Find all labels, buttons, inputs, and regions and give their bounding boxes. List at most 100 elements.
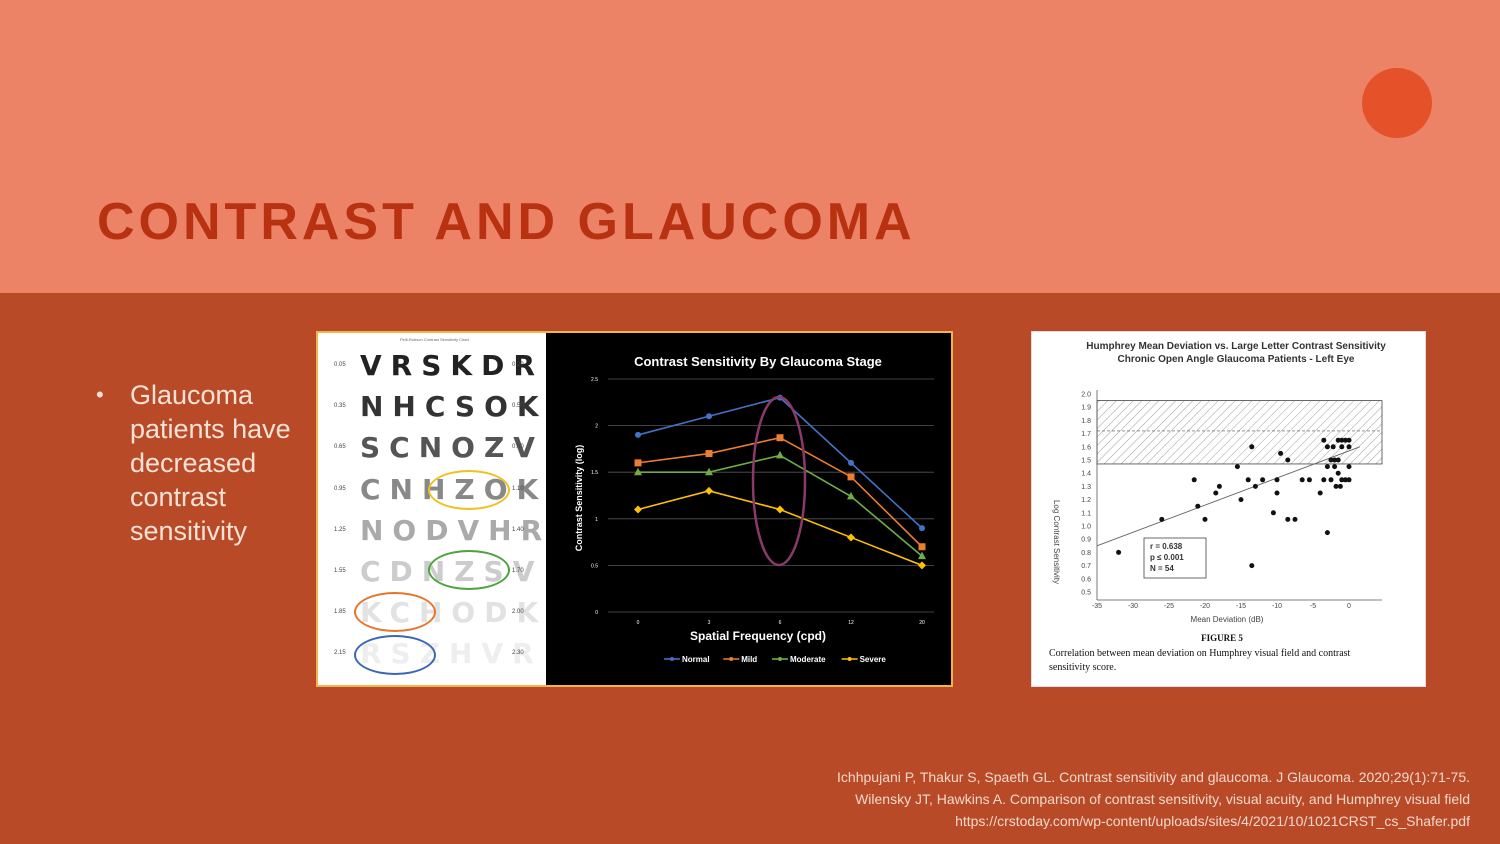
y-tick-label: 0.8 — [1081, 550, 1091, 557]
data-point — [1337, 483, 1343, 489]
eye-row-right-value: 2.00 — [512, 609, 524, 616]
combined-figure: Pelli-Robson Contrast Sensitivity Chart … — [316, 331, 953, 687]
data-point — [1342, 437, 1348, 443]
x-tick-label: 3 — [708, 620, 711, 626]
data-point — [1346, 437, 1352, 443]
data-point — [848, 459, 854, 466]
y-tick-label: 1 — [595, 517, 598, 523]
data-point — [1274, 477, 1280, 483]
data-point — [1346, 477, 1352, 483]
data-point — [1324, 530, 1330, 536]
series-line — [637, 490, 923, 567]
data-point — [847, 491, 855, 500]
data-point — [776, 505, 784, 514]
eye-row-right-value: 0.50 — [512, 403, 524, 410]
data-point — [1238, 497, 1244, 503]
data-point — [1252, 483, 1258, 489]
y-tick-label: 1.6 — [1081, 444, 1091, 451]
eye-chart-row: 1.25 NODVHR 1.40 — [318, 510, 546, 550]
x-tick-label: 0 — [637, 620, 640, 626]
eye-row-right-value: 1.40 — [512, 526, 524, 533]
eye-row-right-value: 1.70 — [512, 568, 524, 574]
data-point — [1346, 444, 1352, 450]
data-point — [1328, 477, 1334, 483]
x-axis-label: Mean Deviation (dB) — [1191, 615, 1264, 624]
x-tick-label: 0 — [1347, 603, 1351, 610]
highlight-ellipse — [428, 550, 510, 590]
data-point — [1245, 477, 1251, 483]
eye-row-letters: NODVHR — [360, 513, 552, 547]
eye-chart-row: 0.35 NHCSOK 0.50 — [318, 386, 546, 426]
reference-1: Ichhpujani P, Thakur S, Spaeth GL. Contr… — [837, 769, 1470, 785]
eye-row-letters: NHCSOK — [360, 390, 548, 424]
eye-row-letters: VRSKDR — [360, 349, 544, 382]
y-tick-label: 0.6 — [1081, 576, 1091, 583]
y-tick-label: 1.0 — [1081, 524, 1091, 531]
data-point — [1330, 444, 1336, 450]
highlight-ellipse — [354, 592, 436, 632]
x-tick-label: 12 — [848, 620, 854, 626]
y-axis-label: Contrast Sensitivity (log) — [574, 445, 584, 552]
highlight-ellipse — [354, 635, 436, 675]
data-point — [634, 467, 642, 476]
data-point — [706, 413, 712, 420]
eye-row-left-value: 0.05 — [334, 362, 346, 368]
data-point — [634, 459, 642, 467]
legend-marker — [670, 657, 674, 661]
data-point — [705, 450, 713, 458]
x-tick-label: -10 — [1272, 603, 1282, 610]
data-point — [1342, 477, 1348, 483]
bullet-item: Glaucoma patients have decreased contras… — [130, 380, 291, 546]
figure-caption: sensitivity score. — [1049, 662, 1116, 673]
eye-row-left-value: 0.35 — [334, 403, 346, 410]
data-point — [1333, 483, 1339, 489]
eye-chart-header: Pelli-Robson Contrast Sensitivity Chart — [400, 337, 469, 342]
accent-dot — [1362, 68, 1432, 138]
y-tick-label: 0 — [595, 610, 598, 616]
eye-row-right-value: 0.80 — [512, 444, 524, 451]
x-tick-label: -5 — [1310, 603, 1316, 610]
data-point — [918, 561, 926, 570]
data-point — [635, 431, 641, 438]
data-point — [1202, 516, 1208, 522]
data-point — [1285, 516, 1291, 522]
y-axis-label: Log Contrast Sensitivity — [1052, 500, 1061, 584]
data-point — [776, 434, 784, 442]
data-point — [1328, 457, 1334, 463]
y-tick-label: 1.2 — [1081, 497, 1091, 504]
y-tick-label: 0.9 — [1081, 537, 1091, 544]
eye-row-left-value: 1.25 — [334, 526, 346, 533]
y-tick-label: 0.7 — [1081, 563, 1091, 570]
y-tick-label: 1.3 — [1081, 484, 1091, 491]
data-point — [1324, 444, 1330, 450]
x-tick-label: -35 — [1092, 603, 1102, 610]
data-point — [1335, 437, 1341, 443]
data-point — [919, 525, 925, 532]
x-tick-label: -25 — [1164, 603, 1174, 610]
data-point — [1332, 464, 1338, 470]
data-point — [847, 533, 855, 542]
y-tick-label: 1.5 — [591, 470, 598, 476]
eye-chart-row: 0.05 VRSKDR 0.20 — [318, 345, 546, 385]
y-tick-label: 1.9 — [1081, 405, 1091, 412]
bullet-icon: • — [96, 382, 104, 407]
eye-row-letters: SCNOZV — [360, 431, 544, 465]
y-tick-label: 1.4 — [1081, 471, 1091, 478]
data-point — [1270, 510, 1276, 516]
stats-box — [1143, 537, 1207, 579]
chart-title: Contrast Sensitivity By Glaucoma Stage — [634, 354, 882, 369]
data-point — [1292, 516, 1298, 522]
legend-marker — [778, 657, 782, 661]
data-point — [1234, 464, 1240, 470]
reference-3[interactable]: https://crstoday.com/wp-content/uploads/… — [955, 813, 1470, 829]
highlight-ellipse — [428, 470, 510, 510]
x-axis-label: Spatial Frequency (cpd) — [690, 629, 826, 643]
eye-row-left-value: 2.15 — [334, 650, 346, 657]
legend-label: Mild — [741, 655, 757, 664]
figure-caption: Correlation between mean deviation on Hu… — [1049, 648, 1351, 659]
data-point — [1317, 490, 1323, 496]
normal-range-band — [1096, 400, 1383, 465]
x-tick-label: 6 — [779, 620, 782, 626]
data-point — [1116, 549, 1122, 555]
data-point — [1213, 490, 1219, 496]
